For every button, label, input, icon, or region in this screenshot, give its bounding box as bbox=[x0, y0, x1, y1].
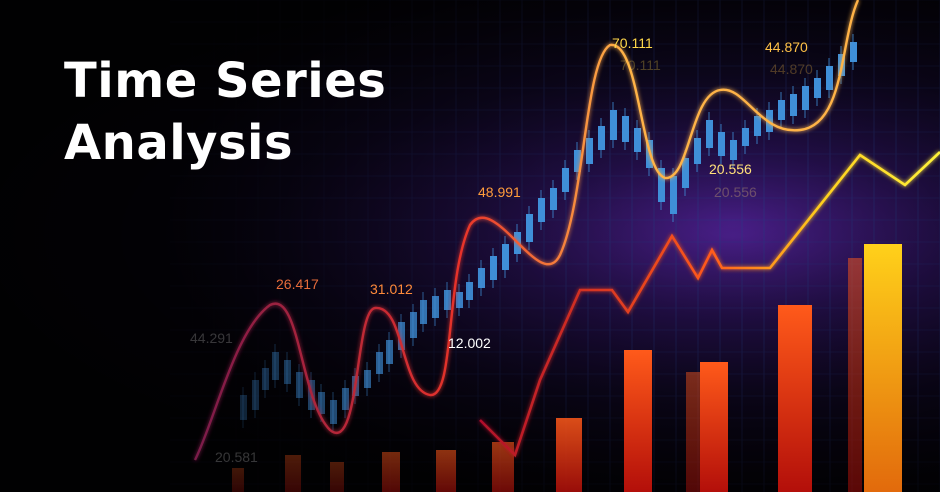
candle-body bbox=[272, 352, 279, 380]
candle-body bbox=[376, 352, 383, 374]
candle-body bbox=[526, 214, 533, 242]
candle-body bbox=[456, 292, 463, 308]
value-label: 12.002 bbox=[448, 335, 491, 351]
volume-bar bbox=[686, 372, 704, 492]
candle-body bbox=[826, 66, 833, 90]
candle-body bbox=[586, 138, 593, 164]
candle-body bbox=[634, 128, 641, 152]
headline-line-2: Analysis bbox=[64, 115, 294, 171]
volume-bar bbox=[700, 362, 728, 492]
candle-body bbox=[694, 138, 701, 164]
chart-value-labels: 70.111 44.870 48.991 20.556 26.417 31.01… bbox=[276, 35, 808, 351]
volume-bar bbox=[285, 455, 301, 492]
volume-bar bbox=[436, 450, 456, 492]
candle-body bbox=[850, 42, 857, 62]
candle-body bbox=[718, 132, 725, 156]
headline: Time Series Analysis bbox=[64, 50, 386, 174]
candle-body bbox=[240, 395, 247, 420]
value-label: 48.991 bbox=[478, 184, 521, 200]
candle-body bbox=[410, 312, 417, 338]
candle-body bbox=[778, 100, 785, 120]
ghost-label: 70.111 bbox=[620, 57, 661, 73]
candle-body bbox=[598, 126, 605, 150]
candle-body bbox=[538, 198, 545, 222]
candle-body bbox=[490, 256, 497, 280]
value-label: 20.556 bbox=[709, 161, 752, 177]
candle-body bbox=[296, 372, 303, 398]
candle-body bbox=[742, 128, 749, 146]
zigzag-line bbox=[479, 151, 940, 458]
candle-body bbox=[814, 78, 821, 98]
candle-body bbox=[330, 400, 337, 424]
candle-body bbox=[562, 168, 569, 192]
headline-line-1: Time Series bbox=[64, 53, 387, 109]
volume-bar bbox=[492, 442, 514, 492]
value-label: 26.417 bbox=[276, 276, 319, 292]
candle-body bbox=[342, 388, 349, 410]
volume-bar bbox=[848, 258, 862, 492]
candle-body bbox=[386, 340, 393, 364]
candle-body bbox=[420, 300, 427, 324]
candle-body bbox=[622, 116, 629, 142]
reflected-labels: 70.111 44.870 20.556 44.291 20.581 bbox=[190, 57, 813, 465]
volume-bar bbox=[330, 462, 344, 492]
candle-body bbox=[550, 188, 557, 210]
ghost-label: 20.556 bbox=[714, 184, 757, 200]
candle-body bbox=[790, 94, 797, 116]
volume-bar bbox=[232, 468, 244, 492]
candle-body bbox=[502, 244, 509, 270]
candle-body bbox=[682, 158, 689, 188]
candle-body bbox=[364, 370, 371, 388]
candle-body bbox=[252, 380, 259, 410]
volume-bar bbox=[778, 305, 812, 492]
candle-body bbox=[658, 168, 665, 202]
candle-body bbox=[466, 282, 473, 300]
candle-body bbox=[574, 150, 581, 172]
volume-bar bbox=[382, 452, 400, 492]
wave-line bbox=[193, 0, 860, 461]
candle-body bbox=[802, 86, 809, 110]
value-label: 70.111 bbox=[612, 35, 653, 51]
candle-body bbox=[670, 176, 677, 214]
candle-body bbox=[318, 392, 325, 414]
candle-body bbox=[478, 268, 485, 288]
ghost-label: 20.581 bbox=[215, 449, 258, 465]
volume-bars bbox=[232, 244, 902, 492]
volume-bar bbox=[864, 244, 902, 492]
candle-body bbox=[610, 110, 617, 140]
candle-body bbox=[706, 120, 713, 148]
value-label: 31.012 bbox=[370, 281, 413, 297]
value-label: 44.870 bbox=[765, 39, 808, 55]
candle-body bbox=[432, 296, 439, 318]
volume-bar bbox=[556, 418, 582, 492]
ghost-label: 44.291 bbox=[190, 330, 233, 346]
candle-body bbox=[284, 360, 291, 384]
ghost-label: 44.870 bbox=[770, 61, 813, 77]
candle-body bbox=[444, 290, 451, 310]
candle-body bbox=[754, 116, 761, 136]
candle-body bbox=[398, 322, 405, 350]
volume-bar bbox=[624, 350, 652, 492]
candle-body bbox=[730, 140, 737, 160]
candle-body bbox=[262, 368, 269, 390]
